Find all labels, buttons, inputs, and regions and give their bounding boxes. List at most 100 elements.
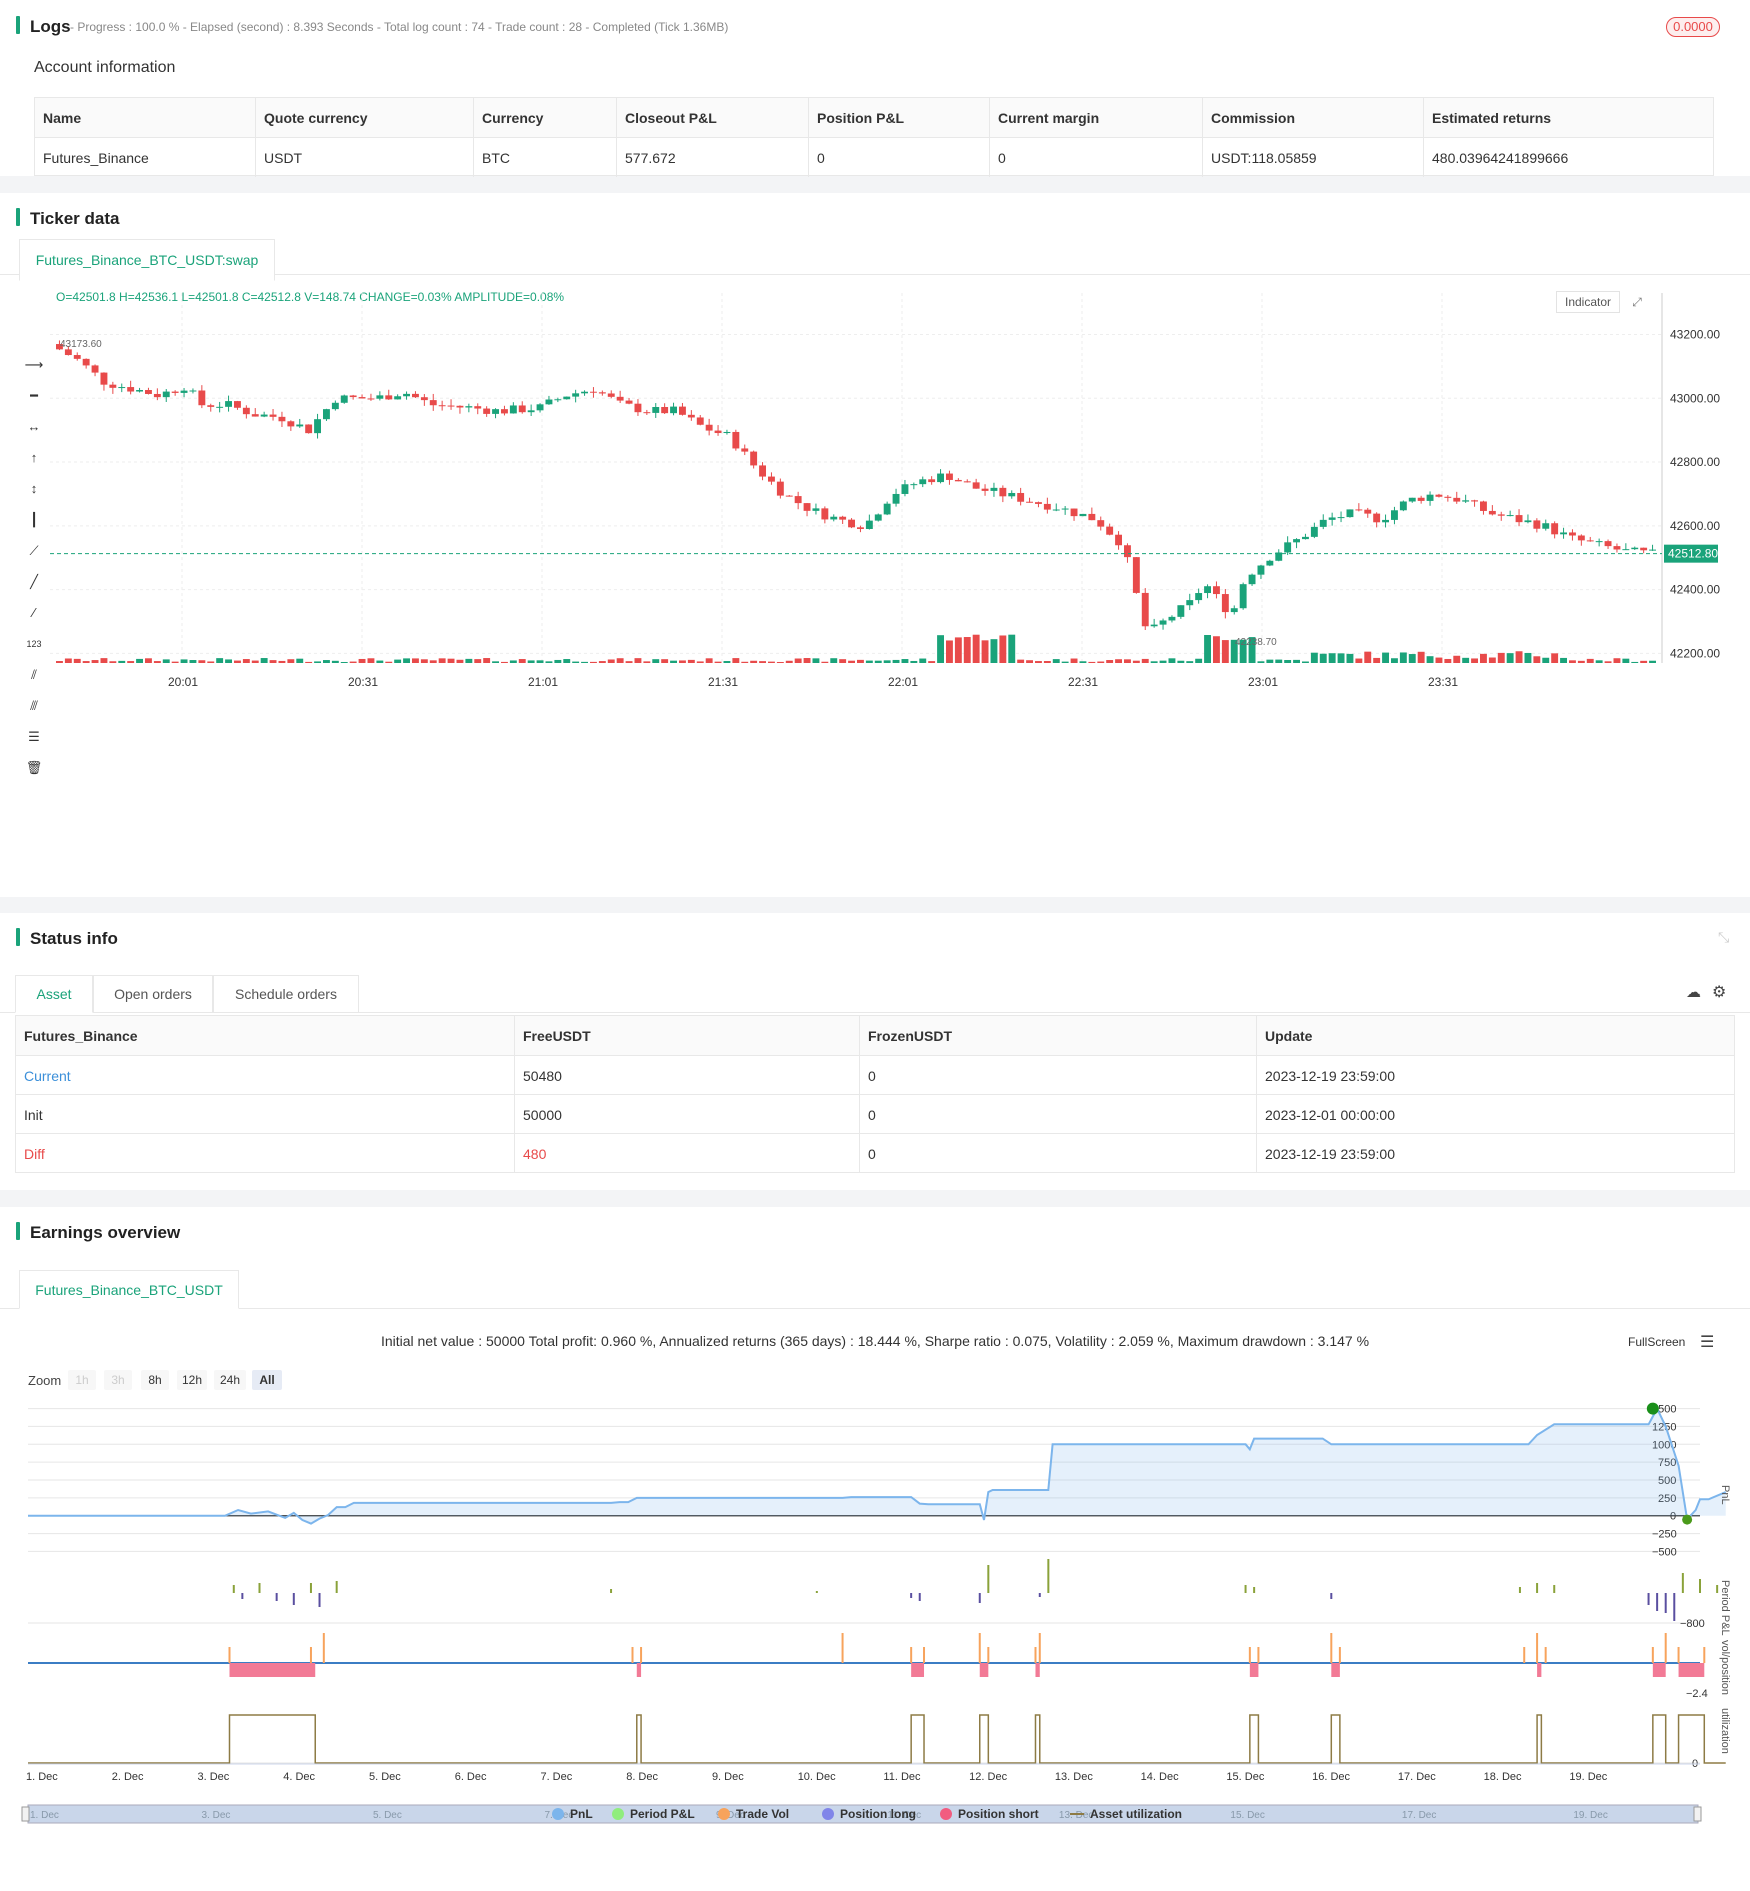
- horizontal-segment-icon[interactable]: ↔: [27, 419, 41, 434]
- gear-icon[interactable]: ⚙: [1712, 984, 1727, 1001]
- volume-bar: [153, 661, 161, 663]
- volume-bar: [910, 660, 918, 663]
- legend-label: Period P&L: [630, 1807, 695, 1821]
- candle-body: [64, 349, 72, 356]
- volume-bar: [865, 660, 873, 663]
- indicator-button[interactable]: Indicator: [1556, 291, 1620, 313]
- candle-body: [242, 407, 250, 415]
- candle-body: [1186, 600, 1194, 606]
- candle-body: [598, 392, 606, 394]
- y-tick-label: 42400.00: [1670, 583, 1720, 597]
- pnl-tick-label: −250: [1652, 1529, 1677, 1541]
- col-header: Estimated returns: [1423, 98, 1715, 137]
- candle-body: [946, 473, 953, 480]
- tab-schedule-orders[interactable]: Schedule orders: [213, 975, 359, 1013]
- expand-icon[interactable]: ⤢: [1632, 295, 1642, 309]
- zoom-all-button[interactable]: All: [252, 1370, 282, 1390]
- segment-icon[interactable]: ⁄: [32, 605, 36, 620]
- legend-item[interactable]: Asset utilization: [1070, 1807, 1182, 1821]
- vertical-line-icon[interactable]: ↕: [30, 481, 38, 496]
- candle-body: [412, 393, 419, 398]
- volume-bar: [1293, 659, 1300, 663]
- horizontal-ray-icon[interactable]: ⟶: [24, 357, 44, 372]
- tab-open-orders[interactable]: Open orders: [93, 975, 213, 1013]
- zoom-8h-button[interactable]: 8h: [141, 1370, 169, 1390]
- collapse-icon[interactable]: ⤡: [1718, 929, 1730, 945]
- horizontal-line-icon[interactable]: ━: [30, 388, 38, 403]
- legend-item[interactable]: Position long: [822, 1807, 916, 1821]
- candle-body: [785, 495, 793, 497]
- tab-earnings-symbol[interactable]: Futures_Binance_BTC_USDT: [19, 1270, 239, 1309]
- candle-body: [865, 520, 873, 529]
- zoom-12h-button[interactable]: 12h: [177, 1370, 207, 1390]
- vertical-ray-icon[interactable]: ↑: [30, 450, 38, 465]
- legend-item[interactable]: Period P&L: [612, 1807, 695, 1821]
- download-icon[interactable]: ☁: [1686, 984, 1701, 1001]
- volume-bar: [1017, 659, 1025, 663]
- amplitude-value: 0.08%: [530, 290, 565, 304]
- candle-body: [839, 516, 847, 520]
- menu-icon[interactable]: ☰: [1700, 1334, 1715, 1351]
- amp-label: AMPLITUDE=: [451, 290, 531, 304]
- straight-line-icon[interactable]: ╱: [30, 574, 38, 589]
- trash-icon[interactable]: 🗑: [25, 760, 43, 775]
- fibonacci-icon[interactable]: ☰: [28, 729, 40, 744]
- volume-bar: [732, 658, 740, 663]
- candle-body: [483, 408, 491, 414]
- volume-bar: [314, 661, 321, 663]
- earnings-chart: 1500125010007505002500−250−500PnL−800Per…: [21, 1402, 1731, 1824]
- legend-item[interactable]: Position short: [940, 1807, 1039, 1821]
- candle-body: [1417, 497, 1425, 501]
- col-header: Current margin: [989, 98, 1202, 137]
- cell-position-pnl: 0: [808, 138, 989, 177]
- legend-label: Trade Vol: [736, 1807, 790, 1821]
- price-line-icon[interactable]: 123: [26, 639, 42, 649]
- navigator-tick: 13. Dec: [1059, 1810, 1093, 1821]
- cell-commission: USDT:118.05859: [1202, 138, 1423, 177]
- section-marker: [16, 208, 20, 226]
- volume-bar: [483, 658, 491, 663]
- volume-bar: [420, 659, 428, 663]
- candle-body: [1284, 542, 1292, 553]
- col-header: Futures_Binance: [24, 1027, 138, 1044]
- asset-table: Futures_Binance FreeUSDT FrozenUSDT Upda…: [15, 1015, 1735, 1173]
- earnings-title: Earnings overview: [30, 1223, 181, 1242]
- volume-bar: [287, 659, 295, 663]
- candle-body: [1569, 532, 1576, 536]
- candle-body: [1364, 509, 1372, 514]
- volume-bar: [607, 659, 615, 663]
- parallel-line-icon[interactable]: ⫽: [31, 667, 37, 682]
- candle-body: [1471, 500, 1478, 502]
- tab-ticker-symbol[interactable]: Futures_Binance_BTC_USDT:swap: [19, 239, 275, 281]
- legend-item[interactable]: PnL: [552, 1807, 593, 1821]
- candle-body: [928, 479, 936, 483]
- candle-body: [56, 344, 63, 350]
- volume-bar: [1337, 653, 1345, 663]
- fullscreen-button[interactable]: FullScreen: [1628, 1335, 1686, 1349]
- price-channel-icon[interactable]: ⫻: [30, 698, 38, 713]
- tab-asset[interactable]: Asset: [15, 975, 93, 1013]
- utilization-line: [28, 1714, 1726, 1764]
- volume-bar: [1239, 639, 1247, 663]
- volume-bar: [946, 640, 953, 663]
- legend-item[interactable]: Trade Vol: [718, 1807, 789, 1821]
- candle-body: [136, 390, 143, 392]
- candle-body: [1266, 560, 1274, 566]
- vertical-segment-icon[interactable]: ┃: [30, 512, 38, 527]
- volume-bar: [536, 660, 544, 663]
- candle-body: [260, 414, 268, 417]
- zoom-24h-button[interactable]: 24h: [214, 1370, 246, 1390]
- ray-icon[interactable]: ⟋: [29, 543, 39, 558]
- candle-body: [100, 372, 108, 385]
- volume-bar: [501, 661, 508, 663]
- candle-body: [225, 401, 232, 407]
- position-short-bar: [1035, 1663, 1040, 1677]
- zoom-3h-button[interactable]: 3h: [104, 1370, 132, 1390]
- zoom-1h-button[interactable]: 1h: [68, 1370, 96, 1390]
- cell-returns: 480.03964241899666: [1423, 138, 1715, 177]
- volume-bar: [1088, 661, 1096, 663]
- y-tick-label: 42200.00: [1670, 646, 1720, 660]
- candle-body: [1106, 526, 1114, 535]
- candle-body: [501, 409, 508, 414]
- volume-bar: [1560, 657, 1567, 663]
